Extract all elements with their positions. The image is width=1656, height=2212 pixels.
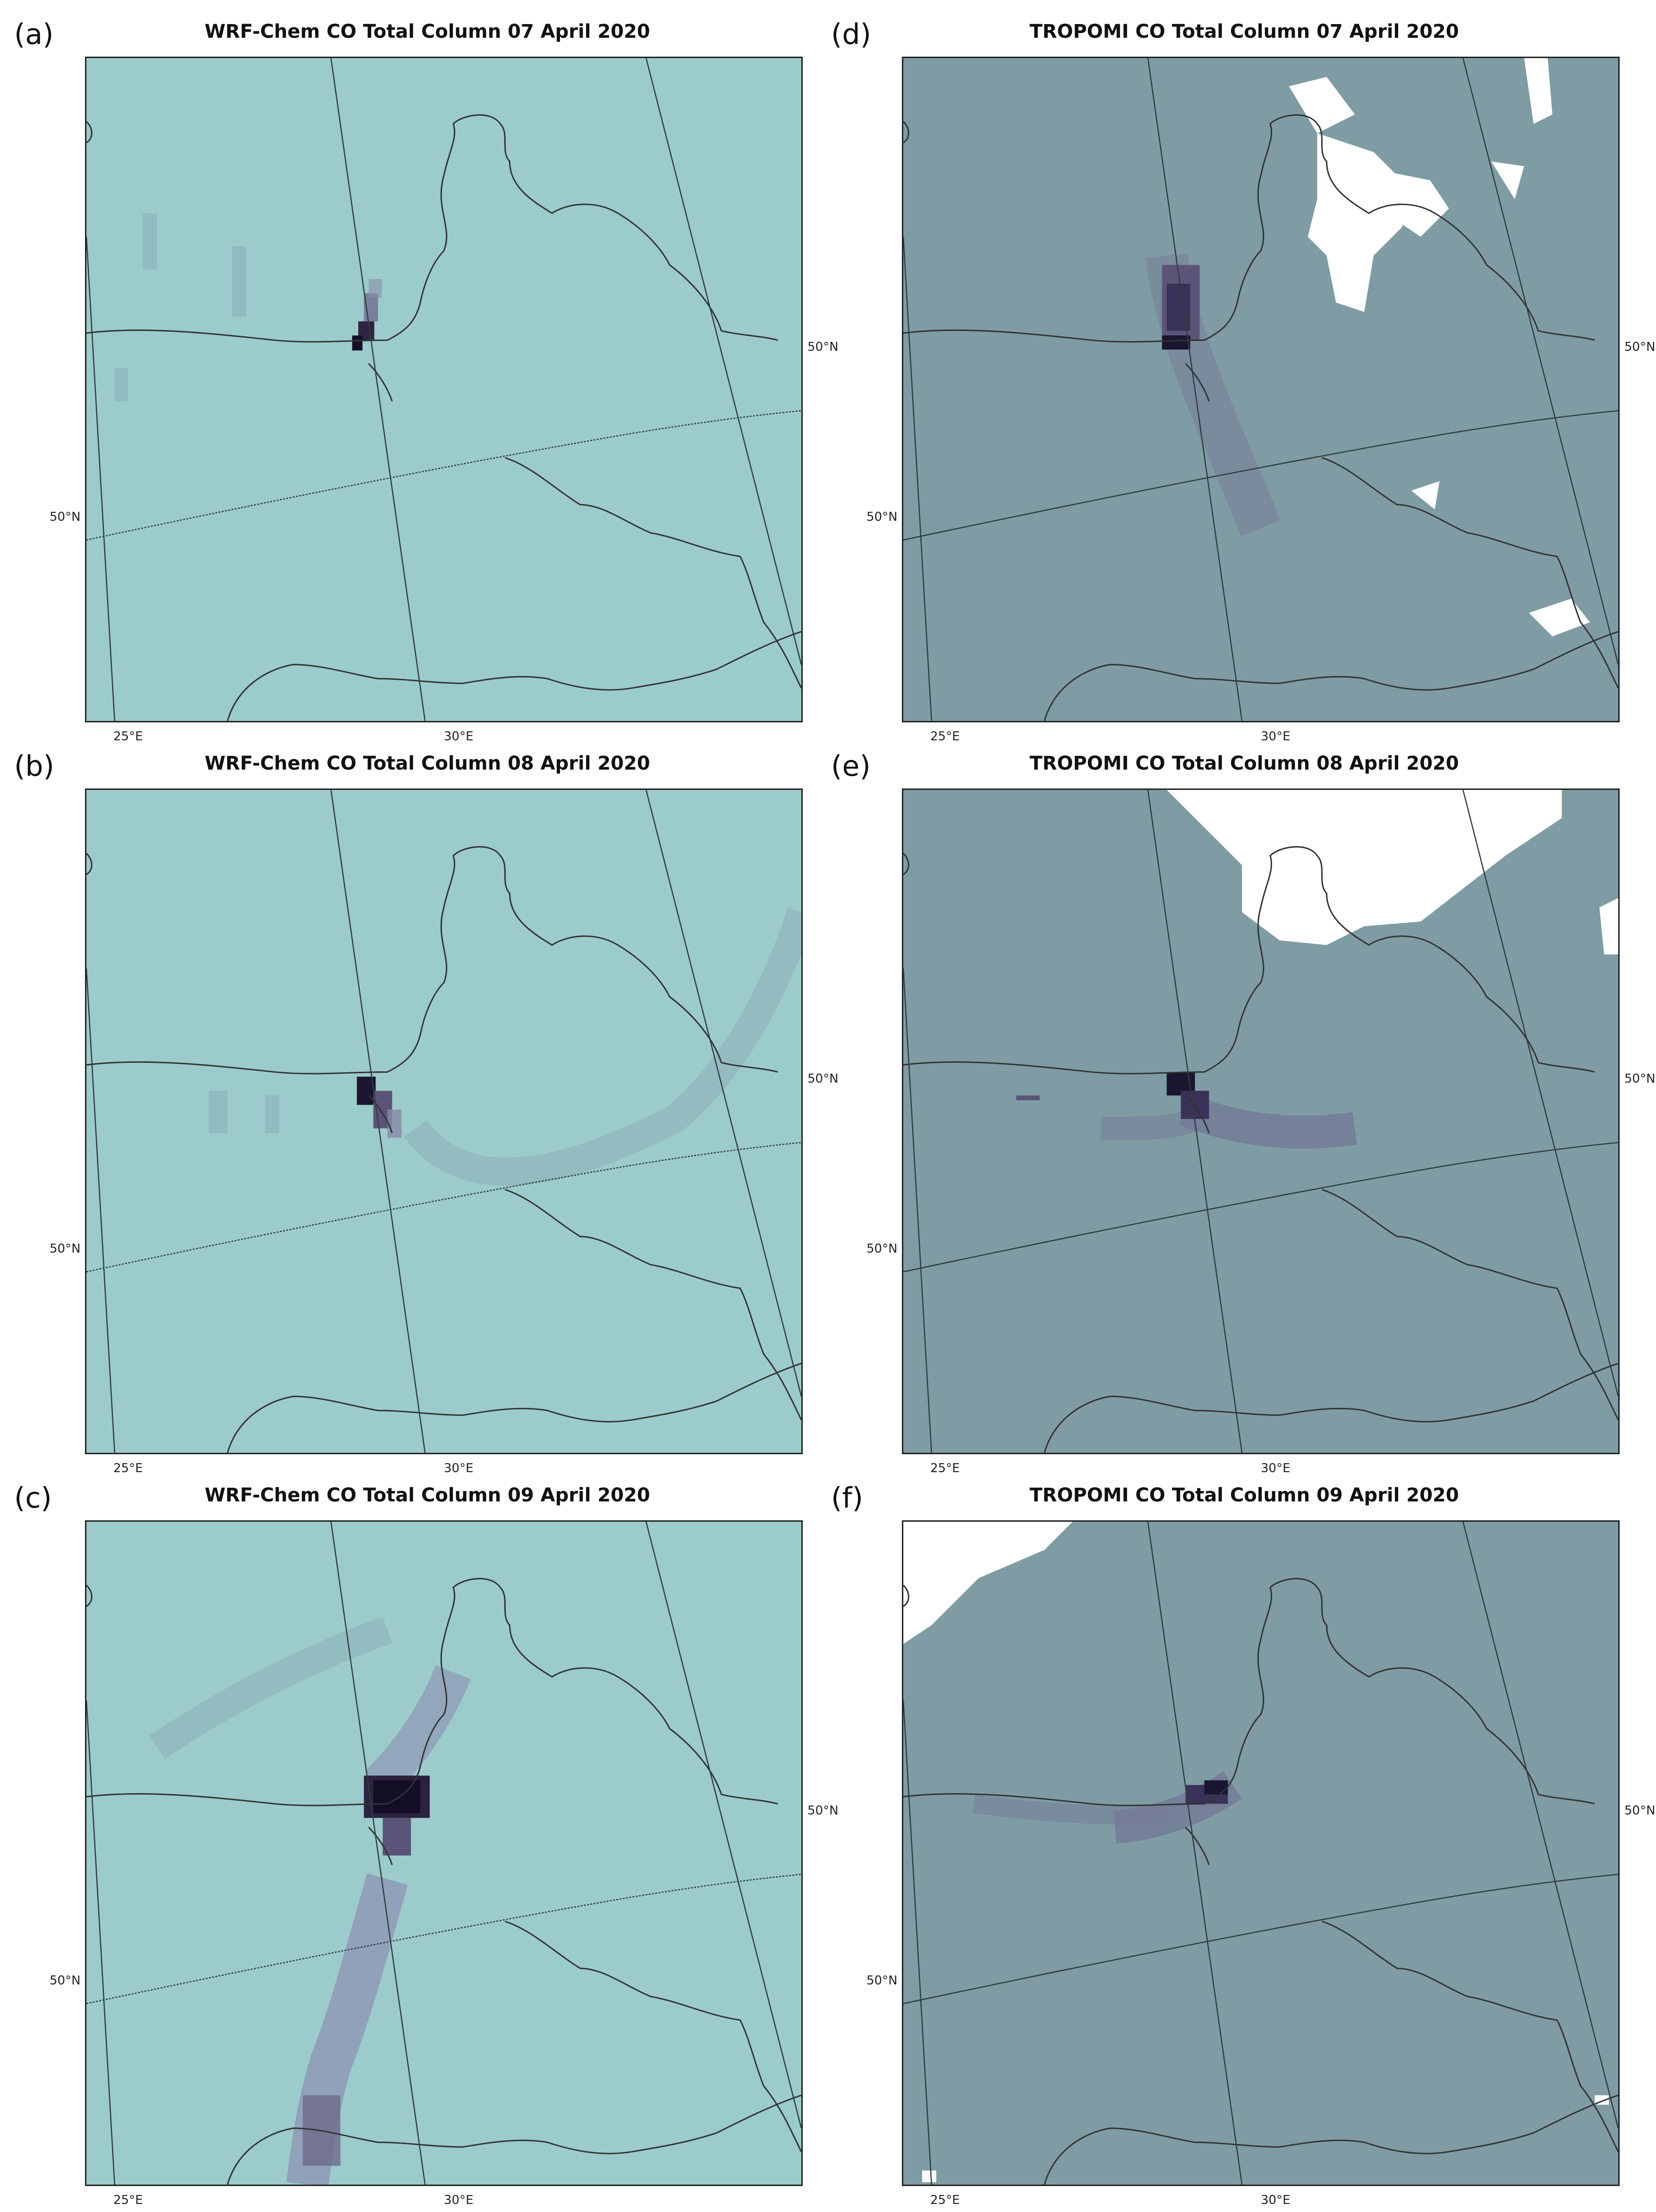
panel-title: WRF-Chem CO Total Column 09 April 2020 (204, 1484, 650, 1506)
tick-lon-30: 30°E (1261, 1461, 1291, 1475)
map-frame (902, 788, 1620, 1454)
map-svg-a (86, 58, 801, 721)
graticule (86, 58, 801, 721)
tick-lat-50-right: 50°N (807, 340, 839, 354)
panel-title: WRF-Chem CO Total Column 07 April 2020 (204, 21, 650, 42)
graticule (903, 790, 1618, 1453)
panel-title: TROPOMI CO Total Column 07 April 2020 (1029, 21, 1459, 42)
tick-lat-50-right: 50°N (1624, 340, 1656, 354)
panel-label: (d) (831, 18, 871, 51)
panel-label: (a) (14, 18, 54, 51)
graticule (903, 1522, 1618, 2185)
country-borders (903, 114, 1618, 721)
tick-lon-25: 25°E (113, 729, 143, 744)
graticule (903, 58, 1618, 721)
tick-lat-50-left: 50°N (866, 510, 898, 524)
tick-lat-50-right: 50°N (1624, 1072, 1656, 1086)
panel-label: (e) (831, 750, 871, 783)
map-svg-b (86, 790, 801, 1453)
panel-b: (b) WRF-Chem CO Total Column 08 April 20… (14, 741, 839, 1475)
tick-lat-50-left: 50°N (50, 1242, 81, 1256)
tick-lat-50-right: 50°N (807, 1804, 839, 1818)
panel-e: (e) TROPOMI CO Total Column 08 April 202… (831, 741, 1656, 1475)
map-frame (902, 1520, 1620, 2186)
country-borders (86, 846, 801, 1453)
map-svg-c (86, 1522, 801, 2185)
panel-d: (d) TROPOMI CO Total Column 07 April 202… (831, 9, 1656, 744)
map-background (86, 790, 801, 1453)
tick-lat-50-right: 50°N (807, 1072, 839, 1086)
plume-a (114, 213, 382, 401)
graticule (86, 1522, 801, 2185)
tick-lon-30: 30°E (444, 2193, 474, 2207)
tick-lat-50-left: 50°N (50, 1974, 81, 1988)
country-borders (903, 1578, 1618, 2185)
map-background (903, 58, 1618, 721)
panel-title: TROPOMI CO Total Column 09 April 2020 (1029, 1484, 1459, 1506)
tick-lon-30: 30°E (1261, 2193, 1291, 2207)
map-frame (85, 788, 803, 1454)
tick-lat-50-left: 50°N (50, 510, 81, 524)
tick-lon-25: 25°E (930, 729, 960, 744)
map-background (86, 58, 801, 721)
map-svg-e (903, 790, 1618, 1453)
panel-c: (c) WRF-Chem CO Total Column 09 April 20… (14, 1473, 839, 2207)
country-borders (86, 1578, 801, 2185)
tick-lat-50-right: 50°N (1624, 1804, 1656, 1818)
tick-lon-30: 30°E (444, 1461, 474, 1475)
tick-lon-25: 25°E (113, 1461, 143, 1475)
plume-f (903, 1522, 1609, 2183)
panel-a: (a) WRF-Chem CO Total Column 07 April 20… (14, 9, 839, 744)
panel-title: TROPOMI CO Total Column 08 April 2020 (1029, 753, 1459, 774)
map-frame (85, 1520, 803, 2186)
tick-lon-25: 25°E (113, 2193, 143, 2207)
map-background (903, 1522, 1618, 2185)
tick-lat-50-left: 50°N (866, 1974, 898, 1988)
map-frame (902, 57, 1620, 722)
country-borders (903, 846, 1618, 1453)
map-svg-f (903, 1522, 1618, 2185)
tick-lon-30: 30°E (444, 729, 474, 744)
tick-lon-30: 30°E (1261, 729, 1291, 744)
tick-lon-25: 25°E (930, 2193, 960, 2207)
map-frame (85, 57, 803, 722)
graticule (86, 790, 801, 1453)
panel-label: (c) (14, 1482, 52, 1515)
panel-label: (b) (14, 750, 54, 783)
country-borders (86, 114, 801, 721)
tick-lat-50-left: 50°N (866, 1242, 898, 1256)
tick-lon-25: 25°E (930, 1461, 960, 1475)
panel-label: (f) (831, 1482, 863, 1515)
panel-f: (f) TROPOMI CO Total Column 09 April 202… (831, 1473, 1656, 2207)
panel-title: WRF-Chem CO Total Column 08 April 2020 (204, 753, 650, 774)
map-background (86, 1522, 801, 2185)
map-svg-d (903, 58, 1618, 721)
